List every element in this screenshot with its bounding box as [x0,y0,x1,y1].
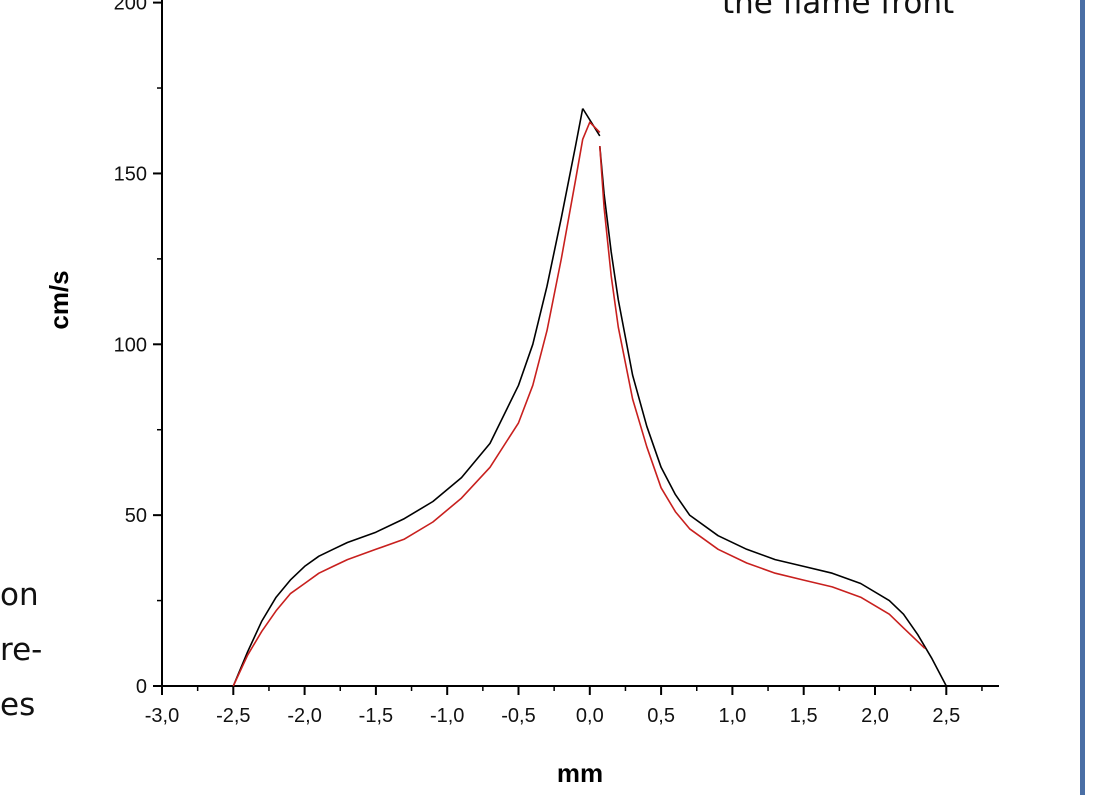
x-tick-label: 2,5 [932,705,960,727]
series-1-segment-2 [582,108,601,137]
series-2-segment-2 [599,146,926,649]
caption-left-line-1: on [0,577,39,613]
y-axis-title: cm/s [44,270,74,329]
series-1-segment-3 [599,146,948,687]
x-tick-label: 0,0 [576,705,604,727]
caption-top-right: the flame front [722,0,955,21]
caption-left-line-2: re- [0,632,43,668]
x-tick-label: -2,5 [216,705,250,727]
caption-left-line-3: es [0,687,36,723]
y-tick-label: 0 [136,676,147,698]
y-tick-label: 50 [125,505,147,527]
x-tick-label: -1,0 [430,705,464,727]
x-tick-label: -3,0 [145,705,179,727]
x-tick-label: -2,0 [287,705,321,727]
axes: -3,0 -2,5 -2,0 -1,5 -1,0 -0,5 0,0 0,5 1,0 1,5 2,0 2… [114,0,999,727]
x-tick-label: -0,5 [501,705,535,727]
x-tick-label: 1,0 [718,705,746,727]
right-border-bar [1080,0,1085,795]
series-layer [232,108,948,687]
y-tick-label: 100 [114,334,147,356]
x-tick-label: 0,5 [647,705,675,727]
x-tick-label: 1,5 [790,705,818,727]
y-tick-label: 150 [114,163,147,185]
x-tick-label: -1,5 [359,705,393,727]
series-1-segment-1 [232,108,584,687]
x-tick-label: 2,0 [861,705,889,727]
y-tick-label: 200 [114,0,147,15]
series-2-segment-1 [232,121,601,687]
x-axis-title: mm [557,758,603,788]
